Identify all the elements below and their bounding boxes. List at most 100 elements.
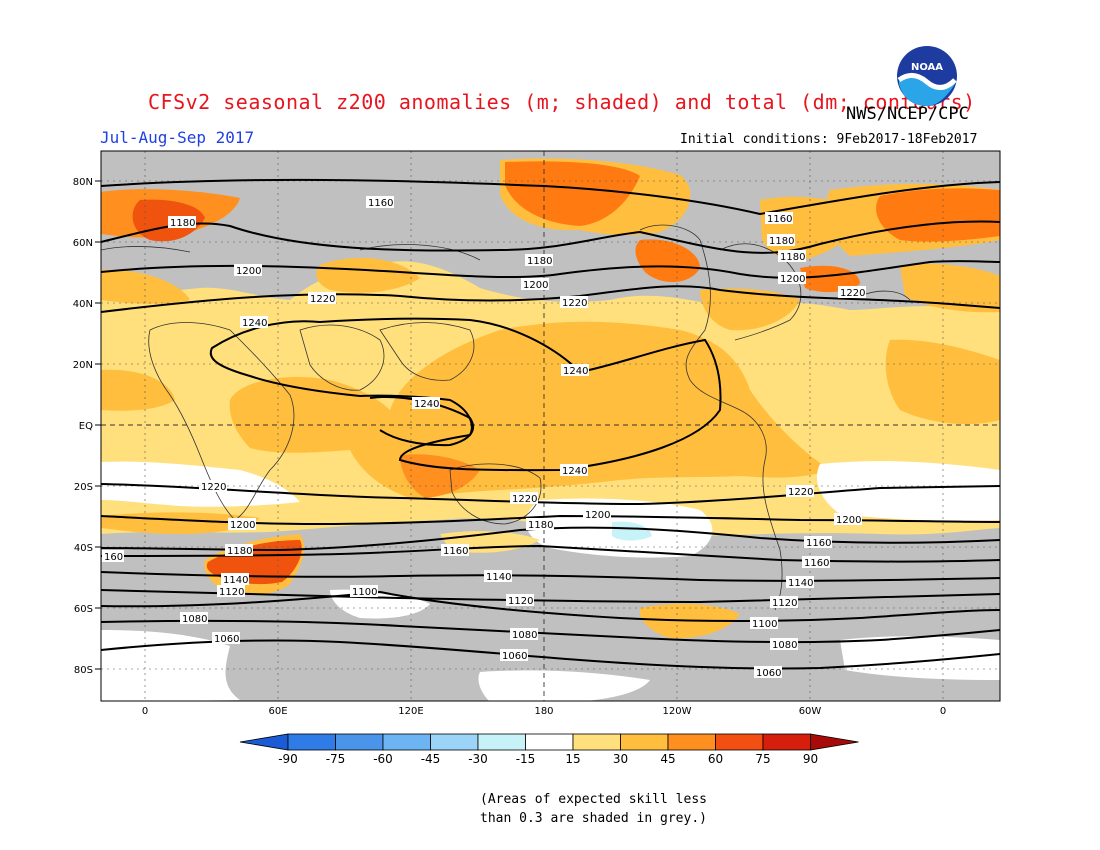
noaa-logo-icon: NOAA [897,46,957,106]
contour-1100 [101,590,1000,622]
contour-label: 1220 [199,480,227,493]
contour-1160-south [101,544,1000,563]
svg-text:1120: 1120 [219,587,244,598]
height-contours [101,178,1000,670]
colorbar-tick-label: -60 [373,752,393,766]
svg-text:1060: 1060 [214,634,239,645]
colorbar-swatch [667,733,716,751]
colorbar-swatch [335,733,384,751]
svg-text:1200: 1200 [585,510,610,521]
contour-label: 1100 [750,617,778,630]
contour-label: 1180 [525,254,553,267]
lon-label: 120W [663,706,692,717]
lat-label: 80N [73,177,93,188]
colorbar-swatch [620,733,669,751]
svg-text:1220: 1220 [512,494,537,505]
svg-text:1160: 1160 [767,214,792,225]
lon-label: 0 [940,706,946,717]
contour-label: 1180 [767,234,795,247]
contour-label: 1240 [412,397,440,410]
svg-text:1160: 1160 [804,558,829,569]
svg-text:160: 160 [104,552,123,563]
svg-text:1160: 1160 [806,538,831,549]
map-title: CFSv2 seasonal z200 anomalies (m; shaded… [148,90,976,114]
svg-text:1080: 1080 [182,614,207,625]
contour-label: 1140 [484,570,512,583]
contour-label: 1100 [350,585,378,598]
colorbar-arrow-high [810,733,859,751]
contour-label: 1160 [366,196,394,209]
svg-text:1160: 1160 [443,546,468,557]
svg-text:1060: 1060 [756,668,781,679]
contour-1140 [101,571,1000,582]
contour-label: 1220 [308,292,336,305]
agency-label: NWS/NCEP/CPC [846,104,969,124]
contour-label: 1120 [506,594,534,607]
anomaly-shading [101,151,1000,701]
svg-text:1220: 1220 [310,294,335,305]
contour-1200-north [101,260,1000,279]
lat-label: 80S [74,665,93,676]
contour-1200-south [101,514,1000,526]
contour-label: 1200 [583,508,611,521]
contour-label: 1180 [225,544,253,557]
contour-label: 1220 [510,492,538,505]
svg-text:1140: 1140 [486,572,511,583]
colorbar-tick-label: -90 [278,752,298,766]
colorbar-tick-label: -30 [468,752,488,766]
lat-label: 40N [73,299,93,310]
svg-text:1200: 1200 [230,520,255,531]
footnote-line-1: (Areas of expected skill less [480,792,707,807]
contour-labels: 1160 1180 1160 1180 1180 1180 1200 1200 … [102,196,866,679]
contour-1120 [101,589,1000,604]
svg-text:1180: 1180 [528,520,553,531]
svg-text:1240: 1240 [563,366,588,377]
contour-label: 1080 [180,612,208,625]
contour-label: 1220 [786,485,814,498]
svg-text:1100: 1100 [352,587,377,598]
contour-label: 1140 [221,573,249,586]
colorbar-tick-label: 75 [755,752,770,766]
svg-text:1200: 1200 [523,280,548,291]
lat-label: 20N [73,360,93,371]
svg-text:1220: 1220 [562,298,587,309]
map-frame [100,150,1001,702]
colorbar: -90 -75 -60 -45 -30 -15 15 30 45 60 75 90 [239,733,859,766]
contour-label: 1060 [212,632,240,645]
svg-text:1140: 1140 [788,578,813,589]
contour-label: 1200 [521,278,549,291]
contour-1180-north [101,220,1000,254]
colorbar-tick-label: 30 [613,752,628,766]
contour-label: 1200 [778,272,806,285]
contour-label: 1240 [560,464,588,477]
latitude-labels: 80N 60N 40N 20N EQ 20S 40S 60S 80S [73,177,93,676]
svg-text:1180: 1180 [170,218,195,229]
svg-text:1120: 1120 [772,598,797,609]
contour-label: 1160 [804,536,832,549]
lat-lon-grid [101,151,1000,701]
colorbar-tick-label: 90 [803,752,818,766]
contour-label: 1160 [802,556,830,569]
lon-label: 120E [398,706,423,717]
longitude-labels: 0 60E 120E 180 120W 60W 0 [142,706,946,717]
svg-text:1240: 1240 [242,318,267,329]
svg-text:1080: 1080 [772,640,797,651]
contour-label: 1200 [834,513,862,526]
contour-label: 1200 [234,264,262,277]
contour-label: 1240 [240,316,268,329]
colorbar-tick-label: -15 [516,752,536,766]
lon-label: 60E [268,706,287,717]
contour-label: 1160 [441,544,469,557]
lon-label: 0 [142,706,148,717]
contour-label: 1240 [561,364,589,377]
lat-label: EQ [79,421,93,432]
colorbar-tick-label: 15 [565,752,580,766]
colorbar-tick-label: 60 [708,752,723,766]
season-label: Jul-Aug-Sep 2017 [100,128,255,147]
contour-label: 1160 [765,212,793,225]
noaa-logo-text: NOAA [911,62,943,73]
colorbar-swatch [430,733,479,751]
contour-label: 1060 [500,649,528,662]
contour-label: 1200 [228,518,256,531]
